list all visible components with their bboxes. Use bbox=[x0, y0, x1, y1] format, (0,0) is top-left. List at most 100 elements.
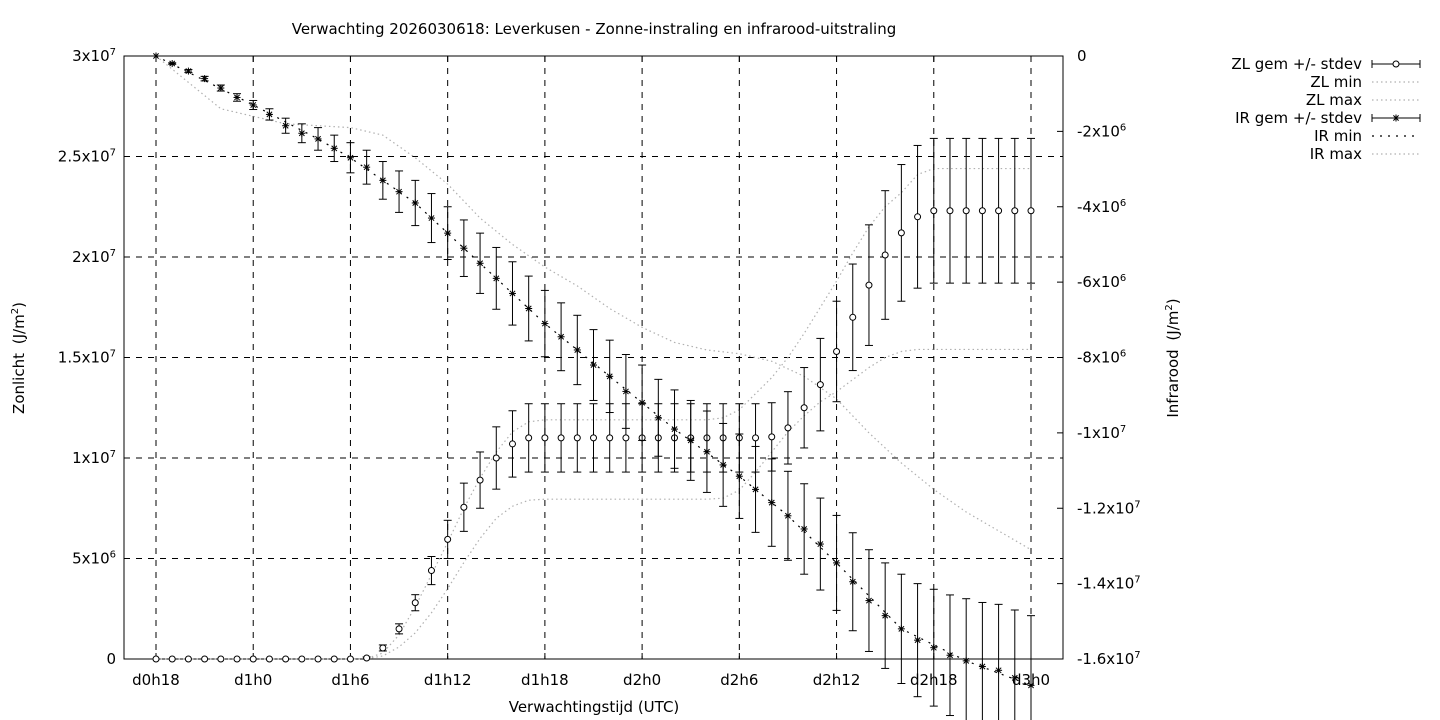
data-point bbox=[881, 612, 889, 620]
y-axis-label-close: ) bbox=[10, 302, 28, 308]
data-point bbox=[217, 655, 225, 663]
series-ir-gem-stdev bbox=[152, 52, 1035, 720]
data-point bbox=[1011, 674, 1019, 682]
y-axis-label-main: Zonlicht bbox=[10, 353, 28, 414]
x-tick-label: d2h0 bbox=[623, 671, 661, 689]
star-stroke bbox=[412, 200, 419, 206]
y-tick-label: 5x106 bbox=[72, 550, 116, 568]
star-stroke bbox=[558, 333, 565, 340]
star-stroke bbox=[639, 399, 646, 406]
star-stroke bbox=[444, 230, 451, 237]
y-tick-label: 2.5x107 bbox=[58, 148, 116, 166]
data-point bbox=[476, 476, 484, 484]
data-point bbox=[265, 655, 273, 663]
data-point bbox=[865, 281, 873, 289]
x-tick-label: d1h12 bbox=[424, 671, 472, 689]
data-point bbox=[622, 434, 630, 442]
data-point bbox=[1011, 207, 1019, 215]
data-point bbox=[201, 75, 209, 83]
data-point bbox=[363, 163, 371, 171]
data-point bbox=[314, 135, 322, 143]
star-stroke bbox=[525, 305, 532, 312]
data-point bbox=[703, 448, 711, 456]
data-point bbox=[298, 655, 306, 663]
series-layer bbox=[152, 52, 1035, 720]
x-tick-label: d1h0 bbox=[234, 671, 272, 689]
data-point bbox=[833, 559, 841, 567]
star-stroke bbox=[217, 85, 224, 92]
data-point bbox=[168, 60, 176, 68]
star-stroke bbox=[882, 612, 889, 619]
star-stroke bbox=[687, 437, 694, 444]
data-point bbox=[395, 625, 403, 633]
star-stroke bbox=[201, 75, 208, 82]
star-stroke bbox=[898, 625, 905, 632]
star-stroke bbox=[1011, 674, 1018, 681]
x-tick-label: d1h6 bbox=[331, 671, 369, 689]
data-point bbox=[962, 657, 970, 665]
star-stroke bbox=[298, 130, 305, 137]
data-point bbox=[816, 540, 824, 548]
x-axis-label: Verwachtingstijd (UTC) bbox=[509, 698, 680, 716]
data-point bbox=[671, 425, 679, 433]
x-tick-label: d2h12 bbox=[813, 671, 861, 689]
data-point bbox=[590, 361, 597, 369]
data-point bbox=[298, 129, 306, 137]
series-line-zl-min bbox=[156, 348, 1031, 660]
data-point bbox=[1027, 207, 1035, 215]
data-point bbox=[978, 207, 986, 215]
y2-tick-label: -1.2x107 bbox=[1077, 499, 1141, 517]
data-point bbox=[784, 512, 792, 520]
y-tick-label: 3x107 bbox=[72, 47, 116, 65]
data-point bbox=[995, 666, 1003, 674]
star-stroke bbox=[282, 122, 289, 129]
star-stroke bbox=[396, 188, 403, 195]
y2-axis-label-sup: 2 bbox=[1164, 304, 1175, 310]
data-point bbox=[249, 655, 257, 663]
y-tick-label: 2x107 bbox=[72, 248, 116, 266]
legend-label: IR gem +/- stdev bbox=[1235, 109, 1362, 127]
star-stroke bbox=[477, 260, 484, 267]
star-stroke bbox=[979, 663, 986, 670]
data-point bbox=[314, 655, 322, 663]
legend-marker bbox=[1392, 114, 1400, 122]
data-point bbox=[849, 313, 857, 321]
x-tick-label: d1h18 bbox=[521, 671, 569, 689]
data-point bbox=[978, 663, 986, 671]
data-point bbox=[233, 93, 241, 101]
y2-tick-label: 0 bbox=[1077, 47, 1087, 65]
data-point bbox=[492, 454, 500, 462]
data-point bbox=[525, 305, 533, 313]
data-point bbox=[346, 154, 354, 162]
data-point bbox=[752, 434, 760, 442]
data-point bbox=[622, 387, 630, 395]
data-point bbox=[265, 110, 273, 118]
y2-tick-label: -1x107 bbox=[1077, 424, 1126, 442]
data-point bbox=[460, 244, 468, 252]
data-point bbox=[508, 289, 516, 297]
data-point bbox=[379, 644, 387, 652]
data-point bbox=[946, 651, 954, 659]
data-point bbox=[233, 655, 241, 663]
data-point bbox=[184, 655, 192, 663]
legend-marker bbox=[1392, 60, 1400, 68]
star-stroke bbox=[914, 637, 921, 644]
data-point bbox=[881, 251, 889, 259]
data-point bbox=[800, 525, 808, 533]
data-point bbox=[346, 655, 354, 663]
data-point bbox=[330, 655, 338, 663]
data-point bbox=[168, 655, 176, 663]
data-point bbox=[606, 434, 614, 442]
star-stroke bbox=[784, 512, 791, 519]
data-point bbox=[444, 535, 452, 543]
star-stroke bbox=[801, 525, 808, 532]
x-tick-label: d2h6 bbox=[720, 671, 758, 689]
star-stroke bbox=[509, 290, 516, 297]
data-point bbox=[492, 274, 500, 282]
star-stroke bbox=[1028, 682, 1034, 689]
y-axis-label-unit: (J/m bbox=[10, 314, 28, 344]
star-stroke bbox=[995, 667, 1002, 674]
star-stroke bbox=[720, 461, 727, 468]
data-point bbox=[152, 52, 160, 60]
y-axis-label-sup: 2 bbox=[10, 308, 21, 314]
